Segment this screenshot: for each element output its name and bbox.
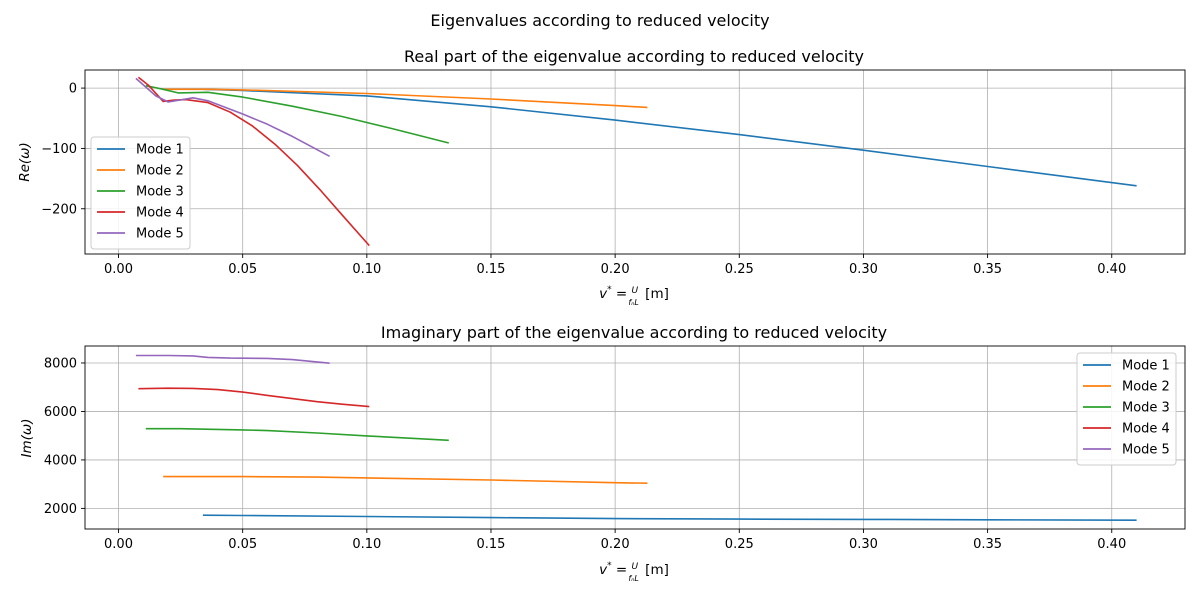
real-chart-title: Real part of the eigenvalue according to… [404,47,864,66]
series-line-mode-5 [135,354,330,364]
axes-frame [84,69,1186,255]
x-tick-label: 0.35 [973,262,1002,277]
real-part-chart: Real part of the eigenvalue according to… [17,47,1186,307]
imag-plot-area: 0.00 0.05 0.10 0.15 0.20 0.25 0.30 0.35 0.40 2000… [44,345,1186,552]
x-tick-label: 0.20 [601,262,630,277]
imag-part-chart: Imaginary part of the eigenvalue accordi… [19,323,1186,583]
x-tick-label: 0.15 [477,537,506,552]
series-line-mode-4 [137,76,370,247]
legend-label: Mode 1 [1122,359,1170,374]
y-tick-label: 2000 [44,502,77,517]
legend-box [1076,352,1177,466]
x-tick-label: 0.05 [228,262,257,277]
x-tick-label: 0.30 [849,537,878,552]
y-tick-label: 8000 [44,356,77,371]
y-tick-label: 6000 [44,405,77,420]
y-tick-label: 0 [69,82,77,97]
x-tick-label: 0.10 [352,262,381,277]
legend-label: Mode 4 [136,206,184,221]
x-tick-label: 0.20 [601,537,630,552]
imag-x-axis-label: v* = U fₙL [m] [599,557,669,583]
x-tick-label: 0.30 [849,262,878,277]
legend-label: Mode 2 [136,164,184,179]
series-line-mode-1 [202,514,1137,522]
x-tick-label: 0.25 [725,537,754,552]
x-tick-label: 0.10 [352,537,381,552]
series-line-mode-4 [138,387,370,408]
y-tick-label: −200 [41,202,77,217]
legend-label: Mode 2 [1122,380,1170,395]
legend-label: Mode 3 [1122,401,1170,416]
x-tick-label: 0.05 [228,537,257,552]
y-tick-label: −100 [41,142,77,157]
imag-chart-title: Imaginary part of the eigenvalue accordi… [381,323,887,342]
series-line-mode-5 [135,77,330,158]
legend-label: Mode 5 [1122,443,1170,458]
axes-frame [84,345,1186,530]
imag-y-axis-label: Im(ω) [19,419,35,458]
series-line-mode-2 [163,88,648,109]
legend: Mode 1 Mode 2 Mode 3 Mode 4 Mode 5 [1076,352,1177,466]
x-tick-label: 0.15 [477,262,506,277]
x-tick-label: 0.35 [973,537,1002,552]
real-x-axis-label: v* = U fₙL [m] [599,281,669,307]
real-plot-area: 0.00 0.05 0.10 0.15 0.20 0.25 0.30 0.35 0.40 0 −10… [41,69,1186,277]
y-tick-label: 4000 [44,453,77,468]
legend-label: Mode 4 [1122,422,1170,437]
legend-box [90,136,191,250]
x-tick-label: 0.25 [725,262,754,277]
legend-label: Mode 1 [136,143,184,158]
series-line-mode-1 [202,88,1137,187]
legend: Mode 1 Mode 2 Mode 3 Mode 4 Mode 5 [90,136,191,250]
x-tick-label: 0.40 [1097,537,1126,552]
series-line-mode-3 [145,427,449,442]
series-line-mode-3 [145,84,449,144]
x-tick-label: 0.00 [104,262,133,277]
legend-label: Mode 5 [136,227,184,242]
real-y-axis-label: Re(ω) [17,142,33,182]
figure-suptitle: Eigenvalues according to reduced velocit… [430,11,769,30]
x-tick-label: 0.40 [1097,262,1126,277]
series-line-mode-2 [163,475,648,484]
legend-label: Mode 3 [136,185,184,200]
x-tick-label: 0.00 [104,537,133,552]
